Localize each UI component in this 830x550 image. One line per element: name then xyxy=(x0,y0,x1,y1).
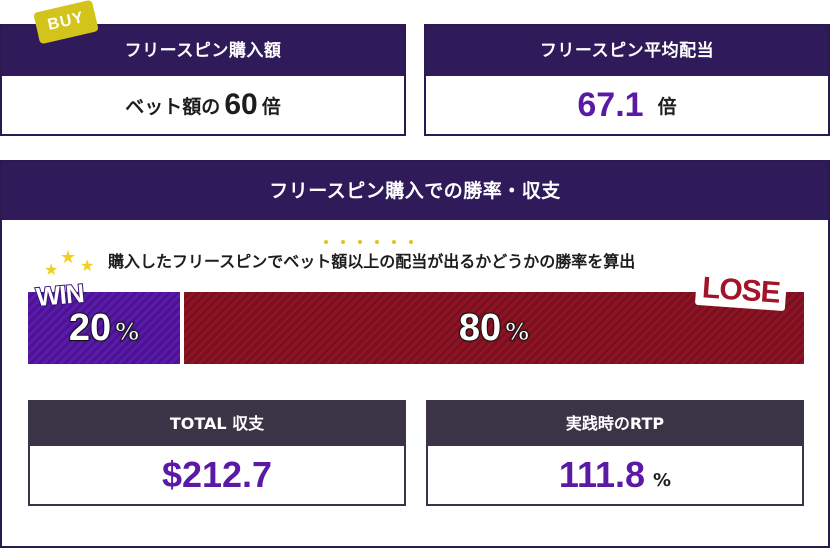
emphasis-dot xyxy=(358,240,362,244)
rtp-title: 実践時のRTP xyxy=(428,402,802,446)
lose-percent: 80 % xyxy=(184,292,804,364)
lose-bar: 80 % xyxy=(184,292,804,364)
emphasis-dot xyxy=(409,240,413,244)
total-profit-card: TOTAL 収支 $212.7 xyxy=(28,400,406,506)
total-profit-title: TOTAL 収支 xyxy=(30,402,404,446)
win-percent-value: 20 xyxy=(68,306,112,350)
average-payout-unit: 倍 xyxy=(657,95,677,118)
buy-amount-unit: 倍 xyxy=(261,95,281,118)
star-icon: ★ xyxy=(80,256,95,275)
average-payout-value: 67.1 xyxy=(577,85,644,124)
total-profit-value-row: $212.7 xyxy=(30,446,404,504)
rtp-value: 111.8 xyxy=(558,454,646,495)
win-rate-section-title: フリースピン購入での勝率・収支 xyxy=(2,162,828,220)
lose-label: LOSE xyxy=(694,270,787,312)
win-rate-caption: 購入したフリースピンでベット額以上の配当が出るかどうかの勝率を算出 xyxy=(108,252,636,271)
average-payout-value-row: 67.1 倍 xyxy=(426,76,828,134)
emphasis-dot xyxy=(324,240,328,244)
buy-amount-value: 60 xyxy=(224,88,258,121)
buy-amount-prefix: ベット額の xyxy=(125,95,221,118)
star-icon: ★ xyxy=(44,260,59,279)
win-percent-unit: % xyxy=(115,318,140,347)
win-bar: 20 % xyxy=(28,292,180,364)
average-payout-card: フリースピン平均配当 67.1 倍 xyxy=(424,24,830,136)
rtp-value-row: 111.8 % xyxy=(428,446,802,504)
buy-amount-card: フリースピン購入額 ベット額の 60 倍 xyxy=(0,24,406,136)
win-rate-section: フリースピン購入での勝率・収支 ★ ★ ★ 購入したフリースピンでベット額以上の… xyxy=(0,160,830,548)
average-payout-title: フリースピン平均配当 xyxy=(426,26,828,76)
win-percent: 20 % xyxy=(28,292,180,364)
rtp-unit: % xyxy=(653,469,672,491)
total-profit-value: $212.7 xyxy=(161,454,273,495)
emphasis-dots xyxy=(324,240,413,244)
lose-percent-value: 80 xyxy=(458,306,502,350)
lose-percent-unit: % xyxy=(505,318,530,347)
rtp-card: 実践時のRTP 111.8 % xyxy=(426,400,804,506)
emphasis-dot xyxy=(341,240,345,244)
emphasis-dot xyxy=(392,240,396,244)
star-icon: ★ xyxy=(60,247,77,268)
win-label: WIN xyxy=(34,277,86,313)
buy-amount-value-row: ベット額の 60 倍 xyxy=(2,76,404,134)
emphasis-dot xyxy=(375,240,379,244)
